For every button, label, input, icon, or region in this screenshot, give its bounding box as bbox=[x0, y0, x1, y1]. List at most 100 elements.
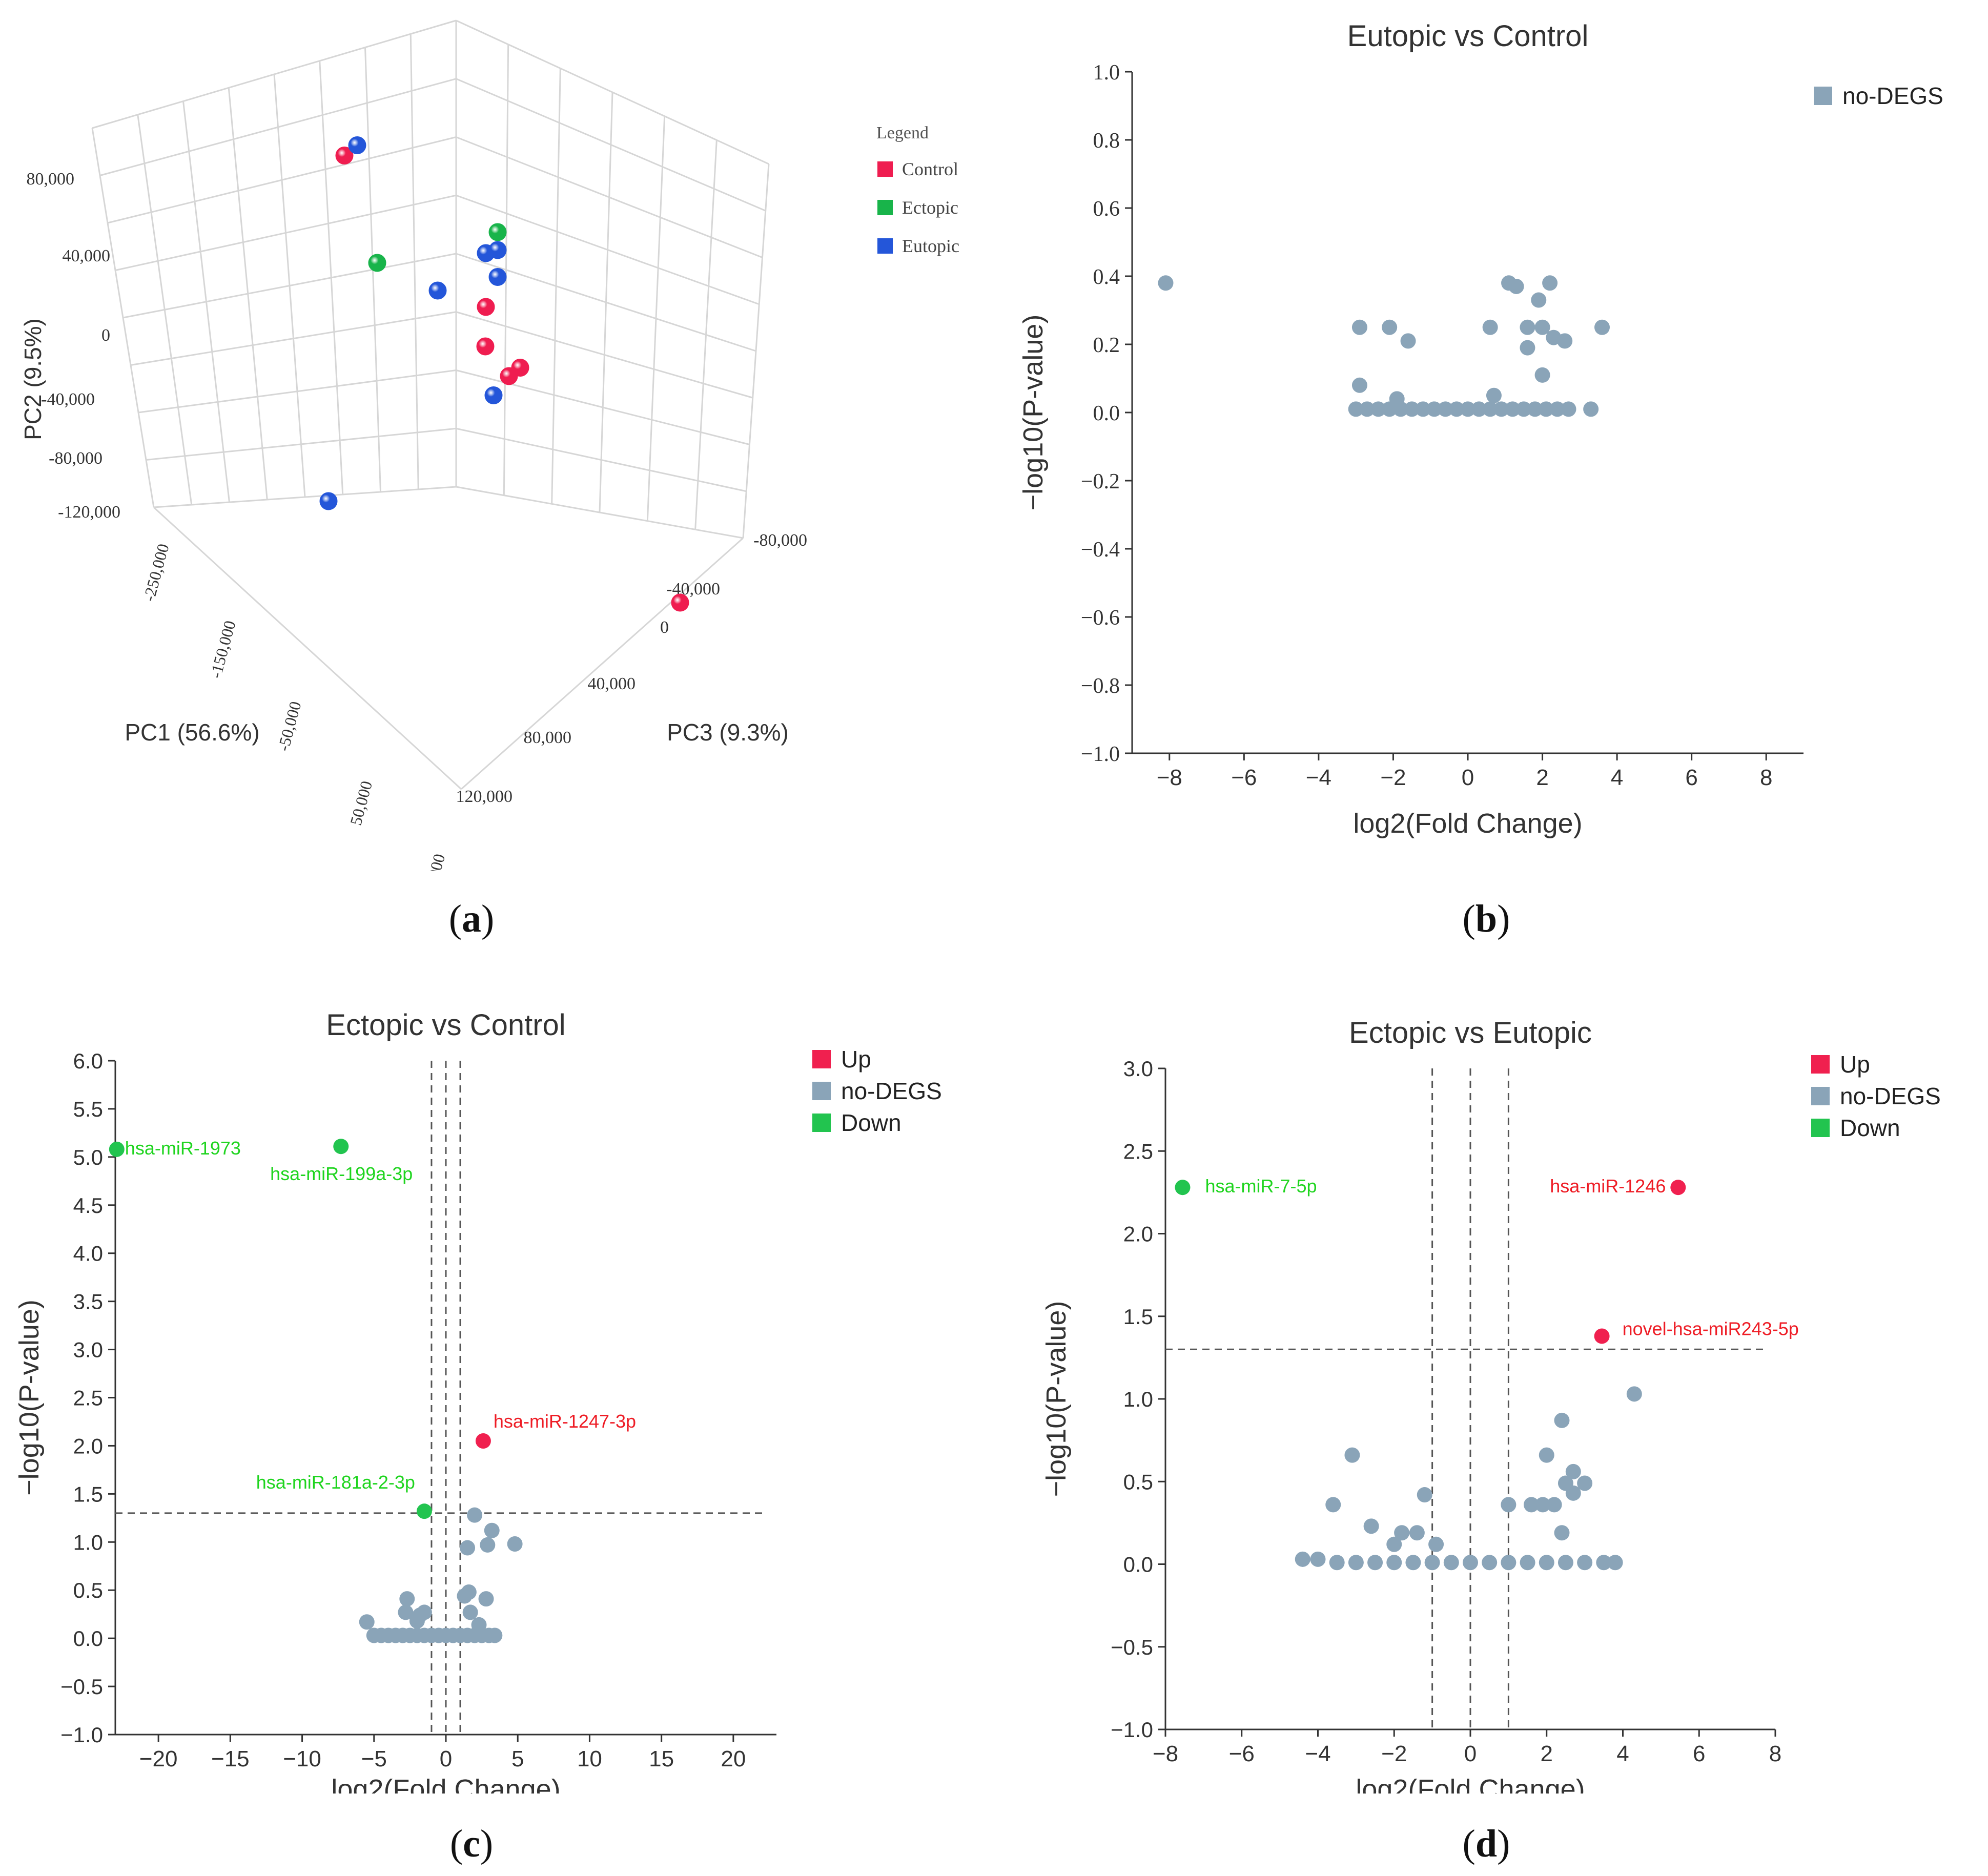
data-point-no-degs bbox=[1486, 387, 1502, 403]
data-point-ectopic bbox=[488, 223, 507, 241]
x-tick-label: −4 bbox=[1305, 1741, 1330, 1766]
legend-label: Ectopic bbox=[902, 197, 958, 218]
data-point-no-degs bbox=[1471, 401, 1487, 417]
pc1-tick-label: -150,000 bbox=[206, 619, 239, 680]
data-point-no-degs bbox=[1577, 1555, 1593, 1571]
pc3-tick-label: 80,000 bbox=[524, 728, 572, 747]
y-tick-label: −0.5 bbox=[1111, 1635, 1153, 1659]
x-tick-label: 10 bbox=[577, 1746, 602, 1771]
data-point-eutopic bbox=[484, 386, 503, 404]
data-point-no-degs bbox=[1538, 401, 1554, 417]
pc1-axis-label: PC1 (56.6%) bbox=[125, 719, 259, 746]
x-tick-label: 0 bbox=[1464, 1741, 1477, 1766]
legend-label: Up bbox=[1840, 1051, 1870, 1078]
point-annotation: hsa-miR-1246 bbox=[1550, 1176, 1666, 1197]
grid-line bbox=[130, 311, 457, 366]
grid-line bbox=[456, 369, 750, 445]
x-tick-label: −10 bbox=[283, 1746, 321, 1771]
data-point-no-degs bbox=[1351, 377, 1367, 393]
data-point-no-degs bbox=[1565, 1463, 1581, 1479]
y-tick-label: 6.0 bbox=[73, 1049, 103, 1073]
grid-line bbox=[146, 427, 457, 461]
x-tick-label: 15 bbox=[649, 1746, 674, 1771]
data-point-ectopic bbox=[368, 254, 386, 272]
data-point-no-degs bbox=[1524, 1497, 1539, 1513]
data-point-no-degs bbox=[462, 1604, 478, 1620]
point-annotation: hsa-miR-1973 bbox=[125, 1138, 241, 1159]
data-point-down bbox=[416, 1503, 432, 1519]
data-point-no-degs bbox=[1386, 1536, 1402, 1552]
pc1-tick-label: 150,000 bbox=[417, 852, 449, 871]
data-point-no-degs bbox=[1527, 401, 1543, 417]
volcano-ectopic-vs-control: Ectopic vs Control 6.0 5.5 5.0 4.5 4.0 3.5 3.0 2… bbox=[14, 1008, 942, 1805]
data-point-no-degs bbox=[1505, 401, 1521, 417]
legend-label: Eutopic bbox=[902, 236, 959, 256]
panel-b: Eutopic vs Control 1.0 0.8 0.6 0.4 0.2 0.0 −0.2… bbox=[994, 0, 1988, 871]
y-tick-label: 1.5 bbox=[73, 1482, 103, 1506]
data-point-no-degs bbox=[1417, 1487, 1432, 1503]
data-point-no-degs bbox=[1596, 1555, 1612, 1571]
data-point-no-degs bbox=[1158, 275, 1174, 291]
pc1-tick-label: 50,000 bbox=[346, 779, 376, 827]
y-tick-label: 0.6 bbox=[1093, 197, 1120, 221]
y-tick-label: −0.4 bbox=[1081, 538, 1120, 562]
y-tick-label: 0.5 bbox=[73, 1578, 103, 1602]
panel-label-b: (b) bbox=[1462, 897, 1510, 940]
data-point-no-degs bbox=[1554, 1525, 1570, 1541]
data-point-no-degs bbox=[1382, 401, 1398, 417]
data-point-no-degs bbox=[1561, 401, 1576, 417]
x-axis-label: log2(Fold Change) bbox=[1356, 1774, 1585, 1793]
data-point-control bbox=[477, 298, 495, 316]
data-point-no-degs bbox=[1367, 1555, 1383, 1571]
data-point-no-degs bbox=[1386, 1555, 1402, 1571]
y-tick-label: −0.6 bbox=[1081, 606, 1120, 630]
y-tick-label: 0.8 bbox=[1093, 129, 1120, 153]
data-point-control bbox=[500, 367, 518, 385]
y-tick-label: 0.0 bbox=[1093, 402, 1120, 425]
y-tick-label: 4.0 bbox=[73, 1242, 103, 1266]
data-point-no-degs bbox=[1344, 1447, 1360, 1463]
grid-line bbox=[99, 78, 457, 176]
data-point-no-degs bbox=[1626, 1386, 1642, 1402]
grid-line bbox=[456, 19, 769, 165]
pc2-tick-label: -40,000 bbox=[41, 390, 95, 409]
x-tick-label: 20 bbox=[721, 1746, 746, 1771]
y-tick-label: −0.8 bbox=[1081, 674, 1120, 698]
legend-swatch bbox=[877, 238, 893, 254]
legend-swatch bbox=[1811, 1119, 1830, 1137]
data-point-no-degs bbox=[1310, 1551, 1326, 1567]
legend-label: no-DEGS bbox=[1842, 83, 1943, 109]
grid-line bbox=[115, 194, 457, 271]
data-point-no-degs bbox=[457, 1588, 473, 1604]
pc1-tick-label: -50,000 bbox=[274, 699, 304, 753]
legend-label: Down bbox=[841, 1109, 901, 1136]
data-point-no-degs bbox=[1501, 1497, 1516, 1513]
data-point-eutopic bbox=[319, 492, 338, 510]
data-point-no-degs bbox=[1409, 1525, 1425, 1541]
data-point-control bbox=[335, 147, 354, 164]
y-tick-label: 1.0 bbox=[1093, 61, 1120, 85]
y-axis-label: −log10(P-value) bbox=[1041, 1301, 1072, 1497]
pc3-tick-label: -80,000 bbox=[753, 531, 807, 550]
legend-swatch bbox=[877, 200, 893, 215]
pc2-tick-label: -80,000 bbox=[49, 449, 103, 468]
x-tick-label: 8 bbox=[1769, 1741, 1781, 1766]
legend-swatch bbox=[1814, 87, 1832, 105]
panel-label-c: (c) bbox=[449, 1822, 494, 1865]
data-point-no-degs bbox=[1428, 1536, 1444, 1552]
data-point-no-degs bbox=[1400, 333, 1416, 349]
y-tick-label: 5.5 bbox=[73, 1097, 103, 1121]
panel-a: 80,000 40,000 0 -40,000 -80,000 -120,000 -250,… bbox=[0, 0, 994, 908]
x-tick-label: 2 bbox=[1536, 765, 1548, 790]
grid-line bbox=[153, 506, 462, 790]
data-point-no-degs bbox=[480, 1537, 496, 1553]
y-tick-label: 2.5 bbox=[73, 1386, 103, 1410]
volcano-eutopic-vs-control: Eutopic vs Control 1.0 0.8 0.6 0.4 0.2 0.0 −0.2… bbox=[1018, 19, 1943, 839]
x-tick-label: −4 bbox=[1306, 765, 1331, 790]
panel-label-d: (d) bbox=[1462, 1822, 1510, 1865]
grid-line bbox=[456, 311, 753, 399]
x-tick-label: −8 bbox=[1157, 765, 1182, 790]
data-point-no-degs bbox=[1351, 319, 1367, 335]
data-point-up bbox=[1670, 1180, 1686, 1195]
y-tick-label: −1.0 bbox=[1081, 743, 1120, 766]
